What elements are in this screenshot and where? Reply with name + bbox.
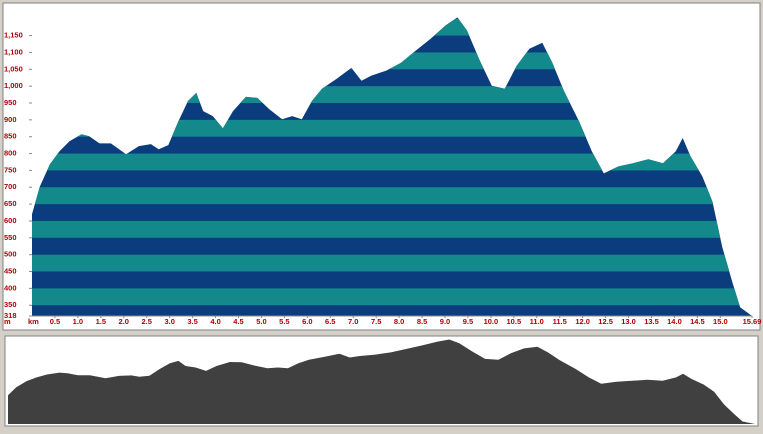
x-tick-label: 10.0 bbox=[484, 317, 499, 326]
y-tick-label: 950 bbox=[4, 98, 17, 107]
x-tick-label: 7.0 bbox=[348, 317, 358, 326]
y-tick-label: 550 bbox=[4, 233, 17, 242]
x-tick-label: 2.5 bbox=[142, 317, 152, 326]
y-tick-label: 900 bbox=[4, 115, 17, 124]
stripe bbox=[32, 220, 752, 238]
y-tick-label: 1,150 bbox=[4, 31, 23, 40]
x-tick-label: 2.0 bbox=[119, 317, 129, 326]
x-tick-label: 7.5 bbox=[371, 317, 381, 326]
y-unit: m bbox=[4, 317, 11, 326]
y-tick-label: 1,050 bbox=[4, 64, 23, 73]
x-tick-label: 4.0 bbox=[210, 317, 220, 326]
x-tick-label: 4.5 bbox=[233, 317, 243, 326]
x-tick-label: 11.0 bbox=[530, 317, 544, 326]
y-tick-label: 400 bbox=[4, 283, 17, 292]
x-tick-label: 5.5 bbox=[279, 317, 289, 326]
y-tick-label: 750 bbox=[4, 165, 17, 174]
x-tick-label: 14.0 bbox=[667, 317, 682, 326]
x-unit: km bbox=[28, 317, 39, 326]
x-tick-label: 3.5 bbox=[187, 317, 197, 326]
stripe bbox=[32, 187, 752, 205]
y-tick-label: 600 bbox=[4, 216, 17, 225]
y-tick-label: 700 bbox=[4, 182, 17, 191]
y-tick-label: 850 bbox=[4, 132, 17, 141]
x-tick-label: 12.0 bbox=[575, 317, 590, 326]
x-tick-label: 3.0 bbox=[164, 317, 174, 326]
y-tick-label: 450 bbox=[4, 266, 17, 275]
x-tick-label: 13.0 bbox=[621, 317, 636, 326]
x-tick-label: 9.0 bbox=[440, 317, 450, 326]
stripe bbox=[32, 288, 752, 306]
x-tick-label: 15.0 bbox=[713, 317, 728, 326]
x-tick-label: 11.5 bbox=[553, 317, 567, 326]
x-tick-label: 1.0 bbox=[73, 317, 83, 326]
y-tick-label: 500 bbox=[4, 250, 17, 259]
y-tick-label: 800 bbox=[4, 149, 17, 158]
overview-area bbox=[8, 339, 755, 424]
x-tick-label: 10.5 bbox=[507, 317, 522, 326]
y-tick-label: 1,000 bbox=[4, 81, 23, 90]
x-tick-label: 1.5 bbox=[96, 317, 106, 326]
x-tick-label: 8.0 bbox=[394, 317, 404, 326]
x-tick-label: 14.5 bbox=[690, 317, 705, 326]
x-tick-label: 13.5 bbox=[644, 317, 659, 326]
x-tick-label: 0.5 bbox=[50, 317, 60, 326]
y-tick-label: 650 bbox=[4, 199, 17, 208]
x-tick-label: 15.69 bbox=[743, 317, 762, 326]
x-tick-label: 6.0 bbox=[302, 317, 312, 326]
stripe bbox=[32, 254, 752, 272]
x-tick-label: 8.5 bbox=[417, 317, 427, 326]
x-tick-label: 5.0 bbox=[256, 317, 266, 326]
stripe bbox=[32, 153, 752, 171]
x-tick-label: 12.5 bbox=[598, 317, 613, 326]
y-tick-label: 318 bbox=[4, 311, 17, 320]
x-tick-label: 9.5 bbox=[463, 317, 473, 326]
stripe bbox=[32, 119, 752, 137]
y-tick-label: 1,100 bbox=[4, 47, 23, 56]
x-tick-label: 6.5 bbox=[325, 317, 335, 326]
y-tick-label: 350 bbox=[4, 300, 17, 309]
